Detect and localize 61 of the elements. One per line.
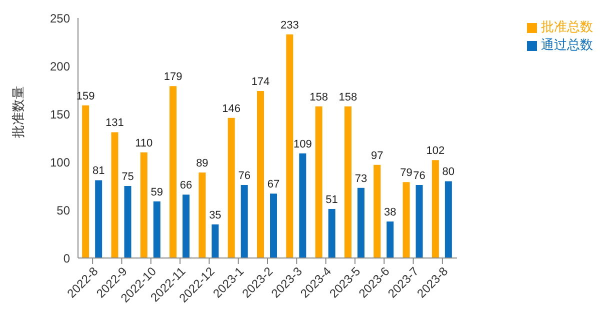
bar (124, 186, 132, 258)
bar (328, 209, 336, 258)
bar (257, 90, 264, 258)
data-label: 158 (338, 91, 358, 104)
data-label: 89 (196, 158, 208, 170)
data-label: 110 (135, 137, 153, 150)
y-tick-label: 250 (50, 11, 70, 26)
bar (299, 153, 306, 258)
data-label: 51 (326, 194, 338, 206)
bar (315, 106, 322, 258)
bar (212, 224, 219, 258)
y-tick-label: 0 (63, 251, 70, 266)
data-label: 159 (76, 90, 95, 102)
data-label: 35 (209, 209, 222, 222)
data-label: 59 (150, 186, 164, 198)
bar (198, 172, 206, 258)
bar (402, 182, 410, 258)
y-axis-title: 批准数量 (10, 86, 26, 138)
bar (95, 180, 102, 258)
y-tick-label: 50 (56, 203, 70, 218)
bar (286, 34, 294, 258)
bar (374, 164, 381, 258)
data-label: 81 (92, 165, 105, 178)
bar (82, 105, 90, 258)
data-label: 146 (222, 102, 241, 115)
data-label: 102 (426, 145, 445, 158)
y-tick-label: 200 (50, 59, 70, 74)
data-label: 66 (180, 180, 192, 192)
bar (344, 106, 352, 258)
bar (416, 185, 423, 258)
bar (240, 185, 248, 258)
bar (153, 201, 160, 258)
data-label: 179 (164, 71, 182, 84)
data-label: 38 (384, 206, 396, 219)
data-label: 75 (122, 171, 134, 183)
data-label: 73 (354, 172, 368, 185)
legend-label: 通过总数 (541, 37, 593, 52)
bar (111, 132, 118, 258)
bar (228, 118, 235, 258)
bar (140, 152, 148, 258)
bar (270, 194, 278, 258)
data-label: 233 (280, 19, 299, 32)
data-label: 79 (400, 167, 412, 180)
y-tick-label: 150 (50, 107, 70, 122)
bar (170, 86, 177, 258)
data-label: 109 (293, 138, 312, 150)
y-tick-label: 100 (50, 155, 70, 170)
bar (182, 194, 190, 258)
data-label: 76 (238, 170, 250, 182)
data-label: 97 (370, 150, 384, 162)
data-label: 131 (106, 117, 124, 130)
bar (357, 188, 364, 258)
bar (444, 181, 452, 258)
data-label: 80 (442, 166, 455, 178)
bar (432, 160, 439, 258)
data-label: 174 (251, 76, 270, 88)
data-label: 67 (267, 178, 280, 191)
data-label: 76 (413, 170, 426, 182)
data-label: 158 (310, 91, 328, 104)
bar (386, 222, 394, 258)
legend-label: 批准总数 (541, 19, 593, 34)
